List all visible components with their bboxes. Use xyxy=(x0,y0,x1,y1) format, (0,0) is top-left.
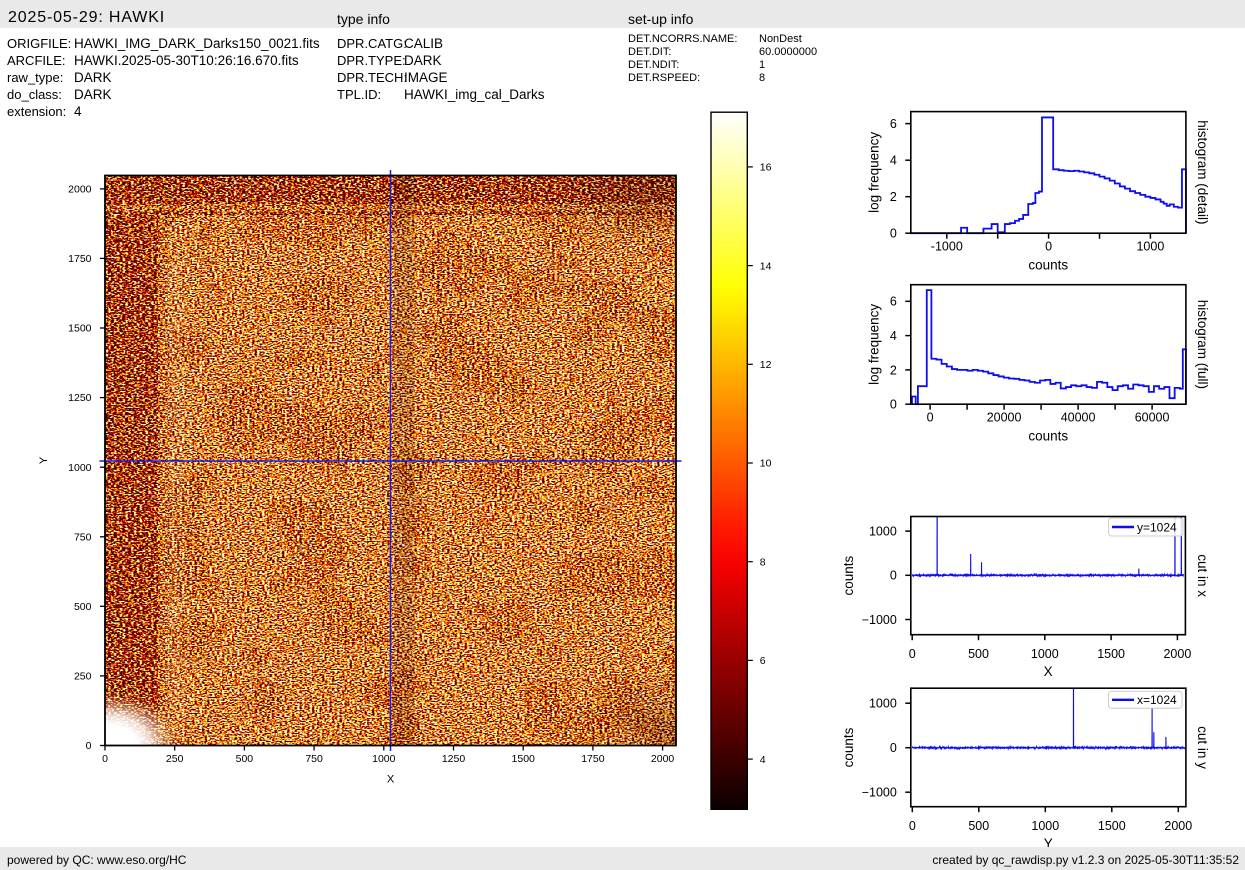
svg-text:20000: 20000 xyxy=(987,411,1022,425)
svg-text:60000: 60000 xyxy=(1135,411,1170,425)
svg-text:2000: 2000 xyxy=(651,753,675,765)
svg-text:4: 4 xyxy=(890,329,897,343)
svg-text:−1000: −1000 xyxy=(862,613,897,627)
svg-text:2: 2 xyxy=(890,190,897,204)
svg-text:2000: 2000 xyxy=(68,184,92,196)
svg-text:12: 12 xyxy=(760,359,772,371)
svg-text:14: 14 xyxy=(760,260,772,272)
svg-text:−1000: −1000 xyxy=(862,786,897,800)
svg-text:cut in x: cut in x xyxy=(1195,554,1210,597)
svg-text:-1000: -1000 xyxy=(931,240,963,254)
svg-text:0: 0 xyxy=(927,411,934,425)
svg-text:2000: 2000 xyxy=(1163,647,1191,661)
svg-text:1500: 1500 xyxy=(68,323,92,335)
svg-text:0: 0 xyxy=(890,227,897,241)
svg-text:0: 0 xyxy=(890,569,897,583)
svg-text:0: 0 xyxy=(890,398,897,412)
svg-text:Y: Y xyxy=(1044,836,1053,851)
svg-text:500: 500 xyxy=(968,647,989,661)
svg-text:1000: 1000 xyxy=(68,462,92,474)
svg-text:counts: counts xyxy=(841,555,856,595)
svg-text:500: 500 xyxy=(236,753,254,765)
svg-text:X: X xyxy=(387,774,395,786)
svg-text:0: 0 xyxy=(909,819,916,833)
svg-text:16: 16 xyxy=(760,162,772,174)
svg-text:y=1024: y=1024 xyxy=(1137,520,1177,534)
svg-text:1000: 1000 xyxy=(372,753,396,765)
svg-text:log frequency: log frequency xyxy=(867,304,882,385)
svg-text:8: 8 xyxy=(760,556,766,568)
svg-text:1750: 1750 xyxy=(581,753,605,765)
svg-text:4: 4 xyxy=(760,754,766,766)
svg-text:x=1024: x=1024 xyxy=(1137,693,1177,707)
svg-text:0: 0 xyxy=(102,753,108,765)
svg-text:1000: 1000 xyxy=(1031,647,1059,661)
svg-text:1000: 1000 xyxy=(869,525,897,539)
svg-text:2: 2 xyxy=(890,363,897,377)
svg-text:40000: 40000 xyxy=(1061,411,1096,425)
svg-text:1500: 1500 xyxy=(1097,647,1125,661)
svg-text:1750: 1750 xyxy=(68,253,92,265)
svg-text:4: 4 xyxy=(890,154,897,168)
svg-text:2000: 2000 xyxy=(1164,819,1192,833)
svg-text:500: 500 xyxy=(74,601,92,613)
svg-text:1000: 1000 xyxy=(869,697,897,711)
svg-text:1000: 1000 xyxy=(1136,240,1164,254)
svg-text:Y: Y xyxy=(38,456,50,464)
svg-text:750: 750 xyxy=(305,753,323,765)
svg-text:10: 10 xyxy=(760,458,772,470)
svg-text:histogram (full): histogram (full) xyxy=(1195,300,1210,389)
svg-text:6: 6 xyxy=(760,655,766,667)
svg-text:0: 0 xyxy=(86,740,92,752)
svg-text:counts: counts xyxy=(841,727,856,767)
svg-text:1250: 1250 xyxy=(68,392,92,404)
svg-text:250: 250 xyxy=(74,671,92,683)
svg-text:1500: 1500 xyxy=(512,753,536,765)
svg-text:6: 6 xyxy=(890,117,897,131)
svg-text:0: 0 xyxy=(890,741,897,755)
svg-text:6: 6 xyxy=(890,295,897,309)
svg-text:0: 0 xyxy=(909,647,916,661)
svg-text:counts: counts xyxy=(1028,429,1068,444)
svg-text:750: 750 xyxy=(74,531,92,543)
svg-text:0: 0 xyxy=(1045,240,1052,254)
svg-text:histogram (detail): histogram (detail) xyxy=(1195,120,1210,224)
svg-text:1250: 1250 xyxy=(442,753,466,765)
svg-text:counts: counts xyxy=(1028,258,1068,273)
svg-text:250: 250 xyxy=(166,753,184,765)
svg-text:1000: 1000 xyxy=(1031,819,1059,833)
svg-text:1500: 1500 xyxy=(1098,819,1126,833)
svg-text:cut in y: cut in y xyxy=(1195,726,1210,769)
svg-text:log frequency: log frequency xyxy=(867,132,882,213)
svg-text:X: X xyxy=(1044,664,1053,679)
svg-text:500: 500 xyxy=(968,819,989,833)
